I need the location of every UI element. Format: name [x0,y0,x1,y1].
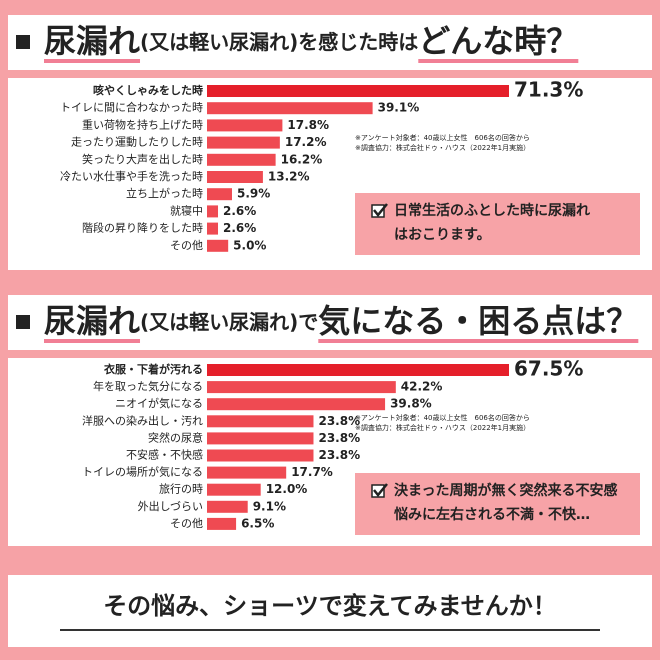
value-label: 42.2% [401,380,443,394]
bar [207,171,263,183]
chart-title: 尿漏れ(又は軽い尿漏れ)を感じた時はどんな時？ [44,22,578,60]
category-label: トイレに間に合わなかった時 [60,100,203,114]
value-label: 17.2% [285,135,327,149]
bar [207,449,314,462]
title-part: (又は軽い尿漏れ)を感じた時は [140,30,418,54]
title-part: 気になる・困る点は？ [318,302,638,340]
header-square [16,35,30,49]
bar [207,415,314,428]
category-label: 立ち上がった時 [126,186,203,200]
category-label: その他 [170,239,203,252]
category-label: 旅行の時 [159,482,203,496]
callout-text: 悩みに左右される不満・不快… [394,506,590,523]
value-label: 6.5% [241,516,274,530]
title-part: どんな時？ [418,22,578,60]
value-label: 67.5% [514,357,583,381]
bar [207,85,509,97]
bar [207,466,287,479]
value-label: 39.8% [390,397,432,411]
callout-check [373,203,388,217]
category-label: 突然の尿意 [148,430,203,444]
value-label: 39.1% [378,101,420,115]
callout-check-box [371,484,385,498]
value-label: 5.0% [233,238,266,252]
title-underline [44,59,141,63]
value-label: 23.8% [318,431,360,445]
value-label: 71.3% [514,78,583,102]
value-label: 23.8% [318,448,360,462]
value-label: 2.6% [223,204,256,218]
bar [207,483,261,496]
header-square [16,315,30,329]
bar [207,381,396,394]
category-label: 走ったり運動したりした時 [71,135,203,149]
category-label: 外出しづらい [138,499,203,513]
category-label: ニオイが気になる [115,396,203,410]
bar [207,500,248,513]
note: ※調査協力：株式会社ドゥ・ハウス（2022年1月実施） [355,143,530,152]
category-label: 不安感・不快感 [126,448,203,462]
bar [207,222,219,235]
callout-check-box [371,204,385,218]
category-label: トイレの場所が気になる [82,465,203,479]
value-label: 17.8% [287,118,329,132]
title-underline [318,339,639,343]
value-label: 16.2% [281,152,323,166]
category-label: 笑ったり大声を出した時 [82,152,203,166]
category-label: 重い荷物を持ち上げた時 [82,117,203,131]
value-label: 23.8% [318,414,360,428]
bar [207,432,314,445]
callout-text: はおこります。 [394,227,491,243]
category-label: 衣服・下着が汚れる [104,362,203,376]
title-underline [44,339,141,343]
value-label: 13.2% [268,170,310,184]
footer-panel [8,575,652,647]
callout-text: 日常生活のふとした時に尿漏れ [394,202,590,219]
category-label: 階段の昇り降りをした時 [82,221,203,235]
value-label: 9.1% [253,499,286,513]
value-label: 12.0% [266,482,308,496]
bar [207,188,232,201]
bar [207,205,219,218]
category-label: 就寝中 [170,203,203,217]
value-label: 5.9% [237,187,270,201]
value-label: 2.6% [223,221,256,235]
bar [207,136,280,149]
title-underline [418,59,579,63]
bar [207,153,276,166]
category-label: 咳やくしゃみをした時 [93,83,203,97]
bar [207,364,509,376]
callout-check [373,483,388,497]
title-part: 尿漏れ [44,22,140,60]
category-label: その他 [170,517,203,530]
title-part: 尿漏れ [44,302,140,340]
category-label: 洋服への染み出し・汚れ [82,413,203,427]
title-part: (又は軽い尿漏れ)で [140,310,318,334]
bar [207,517,237,530]
note: ※アンケート対象者：40歳以上女性 606名の回答から [355,133,530,142]
bar [207,398,386,411]
callout-box [355,473,640,535]
note: ※調査協力：株式会社ドゥ・ハウス（2022年1月実施） [355,423,530,432]
category-label: 冷たい水仕事や手を洗った時 [60,169,203,183]
value-label: 17.7% [291,465,333,479]
chart-title: 尿漏れ(又は軽い尿漏れ)で気になる・困る点は？ [44,302,638,340]
bar [207,102,373,115]
category-label: 年を取った気分になる [93,379,203,393]
callout-box [355,193,640,255]
callout-text: 決まった周期が無く突然来る不安感 [394,482,617,499]
note: ※アンケート対象者：40歳以上女性 606名の回答から [355,413,530,422]
footer-text: その悩み、ショーツで変えてみませんか！ [103,592,557,620]
bar [207,239,229,252]
bar [207,119,283,132]
